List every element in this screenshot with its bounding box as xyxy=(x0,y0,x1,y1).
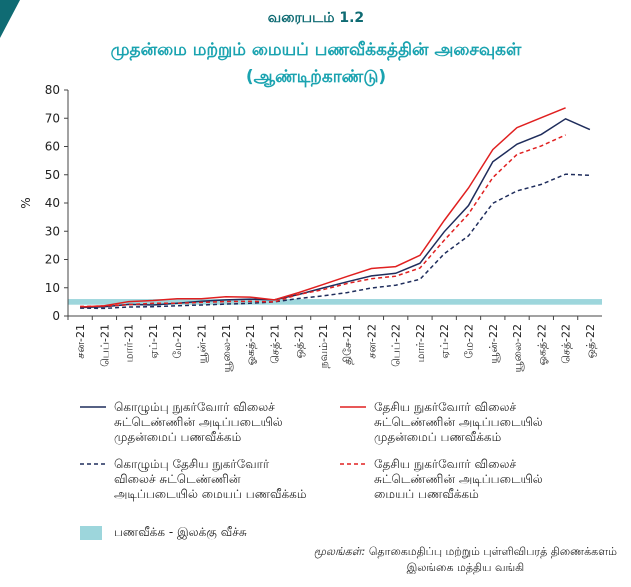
x-tick-label: யூன்-22 xyxy=(487,324,500,364)
legend-item: கொழும்பு நுகர்வோர் விலைச் சுட்டெண்ணின் அ… xyxy=(80,400,340,445)
legend-label: தேசிய நுகர்வோர் விலைச் சுட்டெண்ணின் அடிப… xyxy=(374,400,543,444)
x-tick-label: நவம்-21 xyxy=(317,324,330,368)
legend: கொழும்பு நுகர்வோர் விலைச் சுட்டெண்ணின் அ… xyxy=(80,400,610,502)
legend-item: தேசிய நுகர்வோர் விலைச் சுட்டெண்ணின் அடிப… xyxy=(340,400,600,445)
legend-swatch xyxy=(80,526,102,540)
x-tick-label: ஒத்-21 xyxy=(293,324,306,358)
corner-mark xyxy=(0,0,20,38)
legend-label: கொழும்பு தேசிய நுகர்வோர் விலைச் சுட்டெண்… xyxy=(114,457,307,501)
y-axis-label: % xyxy=(19,197,33,208)
y-tick-label: 20 xyxy=(45,253,60,267)
x-tick-label: செத்-22 xyxy=(560,324,573,364)
source: மூலங்கள்: தொகைமதிப்பு மற்றும் புள்ளிவிபர… xyxy=(314,544,617,576)
series-line xyxy=(80,173,590,310)
x-tick-label: மார்-22 xyxy=(414,324,427,362)
x-tick-label: சன-21 xyxy=(74,324,87,359)
series-line xyxy=(80,134,566,308)
legend-label: தேசிய நுகர்வோர் விலைச் சுட்டெண்ணின் அடிப… xyxy=(374,457,543,501)
legend-swatch xyxy=(80,463,106,465)
y-tick-label: 10 xyxy=(45,281,60,295)
legend-label: கொழும்பு நுகர்வோர் விலைச் சுட்டெண்ணின் அ… xyxy=(114,400,283,444)
legend-item: கொழும்பு தேசிய நுகர்வோர் விலைச் சுட்டெண்… xyxy=(80,457,340,502)
x-tick-label: யூலை-22 xyxy=(511,324,524,372)
x-tick-label: மார்-21 xyxy=(123,324,136,362)
chart-title: வரைபடம் 1.2 xyxy=(268,10,364,26)
chart-subtitle: முதன்மை மற்றும் மையப் பணவீக்கத்தின் அசைவ… xyxy=(111,40,522,60)
x-tick-label: ஒத்-22 xyxy=(584,324,597,358)
x-tick-label: ஓகத்-21 xyxy=(244,324,257,365)
x-tick-label: மே-22 xyxy=(463,324,476,359)
legend-swatch xyxy=(80,406,106,408)
legend-item: பணவீக்க - இலக்கு வீச்சு xyxy=(80,525,247,541)
x-tick-label: யூலை-21 xyxy=(220,324,233,372)
y-tick-label: 60 xyxy=(45,140,60,154)
x-tick-label: ஓகத்-22 xyxy=(535,324,548,365)
legend-label: பணவீக்க - இலக்கு வீச்சு xyxy=(114,525,247,539)
chart: வரைபடம் 1.2 முதன்மை மற்றும் மையப் பணவீக்… xyxy=(0,0,602,372)
source-text: இலங்கை மத்திய வங்கி xyxy=(406,561,525,574)
y-tick-label: 80 xyxy=(45,83,60,97)
source-label: மூலங்கள்: xyxy=(313,545,366,558)
x-tick-label: திசே-21 xyxy=(341,324,354,365)
x-tick-label: பெப்-21 xyxy=(98,324,111,367)
legend-swatch xyxy=(340,463,366,465)
y-tick-label: 70 xyxy=(45,111,60,125)
x-tick-label: ஏப்-21 xyxy=(147,324,160,359)
target-band xyxy=(68,299,602,305)
series-line xyxy=(80,107,566,308)
x-tick-label: ஏப்-22 xyxy=(438,324,451,359)
series-line xyxy=(80,117,591,309)
legend-item: தேசிய நுகர்வோர் விலைச் சுட்டெண்ணின் அடிப… xyxy=(340,457,600,502)
y-tick-label: 0 xyxy=(52,309,60,323)
x-tick-label: யூன்-21 xyxy=(196,324,209,364)
x-tick-label: சன-22 xyxy=(365,324,378,359)
x-tick-label: மே-21 xyxy=(171,324,184,359)
chart-subtitle: (ஆண்டிற்காண்டு) xyxy=(246,67,386,87)
y-tick-label: 50 xyxy=(45,168,60,182)
x-tick-label: செத்-21 xyxy=(268,324,281,364)
source-text: தொகைமதிப்பு மற்றும் புள்ளிவிபரத் திணைக்க… xyxy=(368,545,617,558)
x-tick-label: பெப்-22 xyxy=(390,324,403,367)
legend-swatch xyxy=(340,406,366,408)
y-tick-label: 30 xyxy=(45,224,60,238)
y-tick-label: 40 xyxy=(45,196,60,210)
